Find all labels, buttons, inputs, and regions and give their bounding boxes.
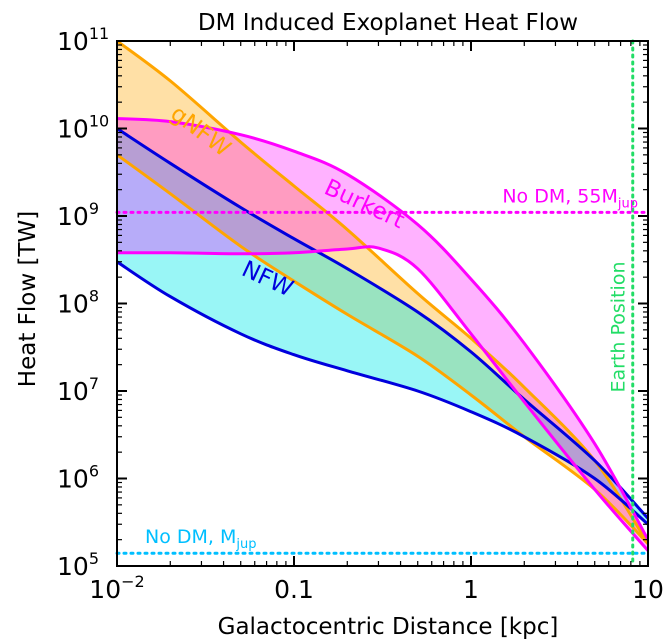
gnfw-lower-line xyxy=(117,153,648,545)
y-tick-label-2: 107 xyxy=(57,374,99,406)
y-tick-label-4: 109 xyxy=(57,199,99,231)
nfw-band-fill xyxy=(117,128,648,525)
y-tick-label-1: 106 xyxy=(57,462,99,494)
reference-lines-layer xyxy=(115,39,650,568)
burkert-band-fill xyxy=(117,118,648,551)
gnfw-band-fill xyxy=(117,41,648,544)
x-tick-label-1: 0.1 xyxy=(274,575,314,604)
burkert-lower-line xyxy=(117,245,648,552)
x-tick-label-3: 10 xyxy=(632,575,664,604)
y-axis-label: Heat Flow [TW] xyxy=(15,211,41,387)
gnfw-upper-line xyxy=(117,41,648,545)
x-tick-label-0: 10−2 xyxy=(89,572,144,604)
y-tick-label-5: 1010 xyxy=(57,112,109,144)
y-tick-label-0: 105 xyxy=(57,549,99,581)
y-tick-label-6: 1011 xyxy=(57,24,109,56)
ticks-layer: 10−2 0.1 1 10 105 106 107 108 109 1010 1011 xyxy=(57,24,664,604)
x-tick-label-2: 1 xyxy=(463,575,479,604)
chart-title: DM Induced Exoplanet Heat Flow xyxy=(198,10,578,36)
nfw-upper-line xyxy=(117,127,648,520)
ref-line-2-label: Earth Position xyxy=(608,262,630,393)
burkert-upper-line xyxy=(117,117,648,541)
ref-line-1-label: No DM, Mjup xyxy=(145,526,256,552)
nfw-lower-line xyxy=(117,260,648,526)
bands-fill-layer xyxy=(117,41,648,551)
ref-line-0-label: No DM, 55Mjup xyxy=(502,185,638,211)
bands-line-layer xyxy=(117,41,648,552)
y-tick-label-3: 108 xyxy=(57,287,99,319)
x-axis-label: Galactocentric Distance [kpc] xyxy=(218,614,559,640)
